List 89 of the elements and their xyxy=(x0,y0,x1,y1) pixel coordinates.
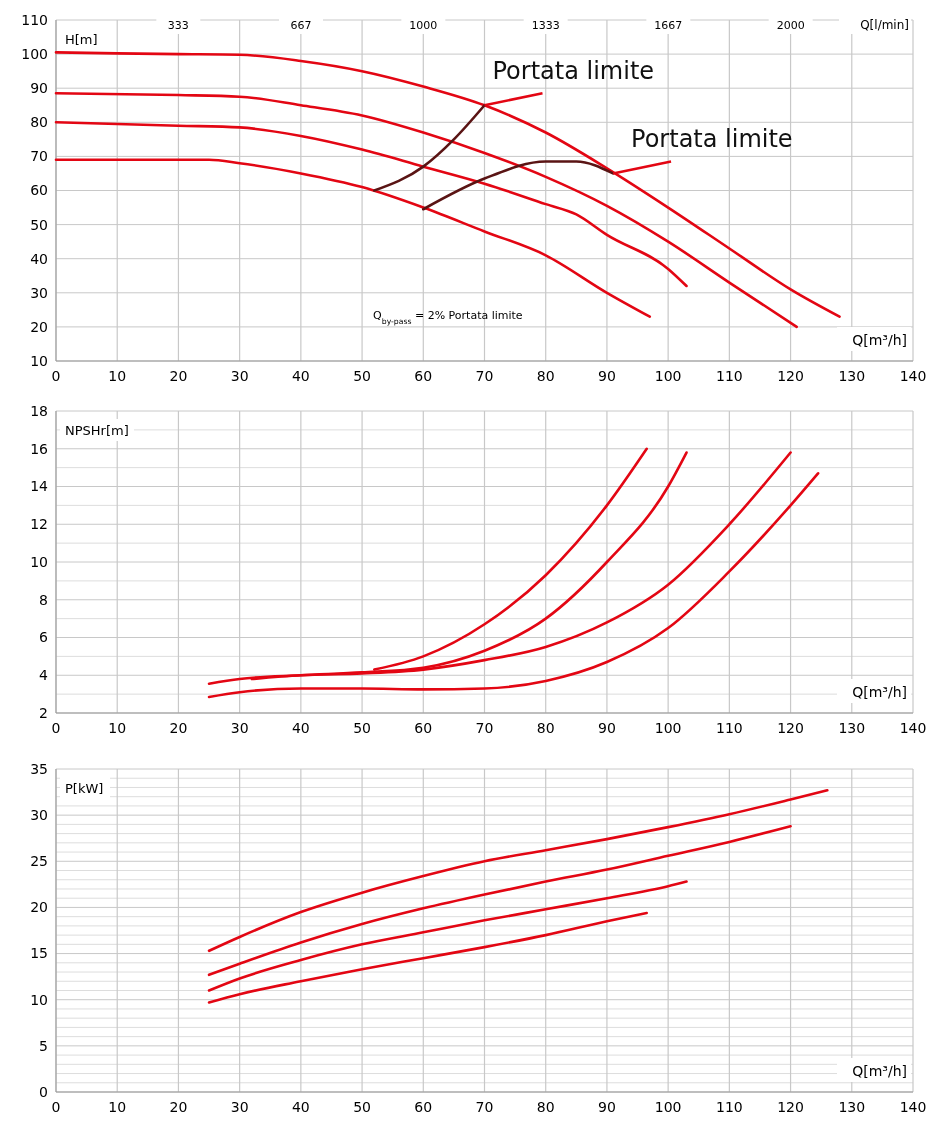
x-tick-label: 100 xyxy=(654,368,682,384)
x-tick-label: 120 xyxy=(777,1099,804,1115)
annotation: Q$_{by-pass}$ = 2% Portata limite xyxy=(373,309,523,326)
x-tick-label: 80 xyxy=(536,1099,555,1115)
y-tick-label: 2 xyxy=(39,704,48,721)
x-tick-label: 130 xyxy=(838,1099,866,1115)
x-tick-label: 20 xyxy=(169,1099,188,1115)
x-tick-label: 50 xyxy=(353,1099,371,1115)
x-tick-label: 0 xyxy=(51,368,61,384)
y-tick-label: 80 xyxy=(30,114,48,131)
x2-tick-label: 667 xyxy=(290,19,312,32)
x-tick-label: 50 xyxy=(353,368,371,384)
y-tick-label: 18 xyxy=(30,402,48,419)
x2-tick-label: 1333 xyxy=(531,19,560,32)
x-axis-title: Q[m³/h] xyxy=(852,1063,907,1079)
x-tick-label: 140 xyxy=(899,368,927,384)
y-tick-label: 30 xyxy=(30,284,48,301)
x-tick-label: 80 xyxy=(536,368,555,384)
x-tick-label: 110 xyxy=(715,1099,743,1115)
x-tick-label: 70 xyxy=(475,720,494,736)
x-tick-label: 120 xyxy=(777,720,804,736)
y-tick-label: 30 xyxy=(30,807,48,824)
x-tick-label: 10 xyxy=(108,720,127,736)
x-tick-label: 100 xyxy=(654,1099,682,1115)
x-tick-label: 20 xyxy=(169,720,188,736)
y-tick-label: 12 xyxy=(30,516,48,533)
x2-tick-label: 333 xyxy=(167,19,189,32)
x-tick-label: 0 xyxy=(51,1099,61,1115)
y-tick-label: 10 xyxy=(30,352,48,369)
x-tick-label: 40 xyxy=(291,720,310,736)
y-axis-title: P[kW] xyxy=(65,781,104,796)
x2-tick-label: 1667 xyxy=(654,19,683,32)
annotation: Portata limite xyxy=(492,57,655,86)
y-tick-label: 20 xyxy=(30,318,48,335)
y-tick-label: 14 xyxy=(30,478,49,495)
x-tick-label: 120 xyxy=(777,368,804,384)
x-tick-label: 110 xyxy=(715,720,743,736)
y-tick-label: 15 xyxy=(30,945,48,962)
y-tick-label: 16 xyxy=(30,440,49,457)
x-tick-label: 40 xyxy=(291,1099,310,1115)
y-tick-label: 60 xyxy=(30,182,48,199)
x-tick-label: 40 xyxy=(291,368,310,384)
x-tick-label: 100 xyxy=(654,720,682,736)
y-tick-label: 20 xyxy=(30,899,48,916)
x2-tick-label: 2000 xyxy=(776,19,805,32)
y-tick-label: 70 xyxy=(30,148,48,165)
y-tick-label: 5 xyxy=(39,1037,48,1054)
x-tick-label: 130 xyxy=(838,368,866,384)
x2-axis-title: Q[l/min] xyxy=(860,18,909,32)
x2-tick-label: 1000 xyxy=(409,19,438,32)
y-tick-label: 100 xyxy=(21,46,48,62)
y-tick-label: 25 xyxy=(30,853,48,870)
y-tick-label: 40 xyxy=(30,250,48,267)
x-tick-label: 80 xyxy=(536,720,555,736)
y-tick-label: 4 xyxy=(39,667,49,684)
y-axis-title: NPSHr[m] xyxy=(65,423,129,438)
y-tick-label: 10 xyxy=(30,991,48,1008)
x-tick-label: 70 xyxy=(475,368,494,384)
x-tick-label: 10 xyxy=(108,1099,127,1115)
x-tick-label: 110 xyxy=(715,368,743,384)
x-tick-label: 130 xyxy=(838,720,866,736)
x-tick-label: 30 xyxy=(230,1099,249,1115)
x-tick-label: 60 xyxy=(414,720,433,736)
x-tick-label: 30 xyxy=(230,368,249,384)
x-tick-label: 30 xyxy=(230,720,249,736)
x-tick-label: 0 xyxy=(51,720,61,736)
x-axis-title: Q[m³/h] xyxy=(852,332,907,348)
x-tick-label: 140 xyxy=(899,720,927,736)
x-axis-title: Q[m³/h] xyxy=(852,684,907,700)
annotation: Portata limite xyxy=(631,125,793,154)
x-tick-label: 60 xyxy=(414,368,433,384)
x-tick-label: 90 xyxy=(598,720,616,736)
y-axis-title: H[m] xyxy=(65,32,98,47)
x-tick-label: 50 xyxy=(353,720,371,736)
x-tick-label: 140 xyxy=(899,1099,927,1115)
x-tick-label: 70 xyxy=(475,1099,494,1115)
y-tick-label: 6 xyxy=(39,629,49,646)
x-tick-label: 60 xyxy=(414,1099,433,1115)
y-tick-label: 35 xyxy=(30,760,48,777)
y-tick-label: 90 xyxy=(30,80,48,97)
y-tick-label: 50 xyxy=(30,216,48,233)
x-tick-label: 10 xyxy=(108,368,127,384)
y-tick-label: 0 xyxy=(39,1083,48,1100)
y-tick-label: 110 xyxy=(21,11,48,28)
x-tick-label: 20 xyxy=(169,368,188,384)
x-tick-label: 90 xyxy=(598,1099,616,1115)
y-tick-label: 10 xyxy=(30,553,48,570)
y-tick-label: 8 xyxy=(39,591,48,608)
x-tick-label: 90 xyxy=(598,368,616,384)
